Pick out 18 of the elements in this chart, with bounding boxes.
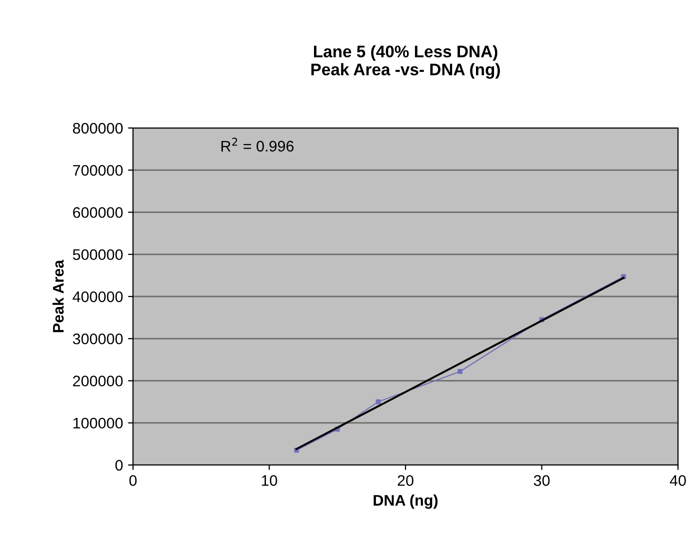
y-tick-label: 700000 [73, 164, 123, 176]
x-axis-title: DNA (ng) [374, 494, 438, 509]
x-tick-label: 30 [534, 475, 550, 486]
y-tick-label: 0 [115, 460, 123, 471]
y-axis-title: Peak Area [52, 260, 64, 332]
y-tick-label: 500000 [72, 249, 123, 260]
y-tick-label: 400000 [72, 291, 123, 302]
y-tick-label: 800000 [72, 122, 123, 134]
annotation: R$^{2}$ = 0.996 [221, 138, 294, 152]
y-tick-label: 200000 [73, 376, 123, 386]
x-tick-label: 20 [398, 475, 414, 486]
x-tick-label: 10 [262, 475, 278, 486]
x-tick-label: 0 [129, 475, 137, 486]
y-tick-label: 100000 [73, 418, 123, 429]
y-tick-label: 600000 [73, 207, 123, 218]
chart-title: Lane 5 (40% Less DNA) Peak Area -vs- DNA (ng) [311, 45, 500, 79]
x-tick-label: 40 [670, 475, 686, 486]
y-tick-label: 300000 [72, 333, 123, 344]
